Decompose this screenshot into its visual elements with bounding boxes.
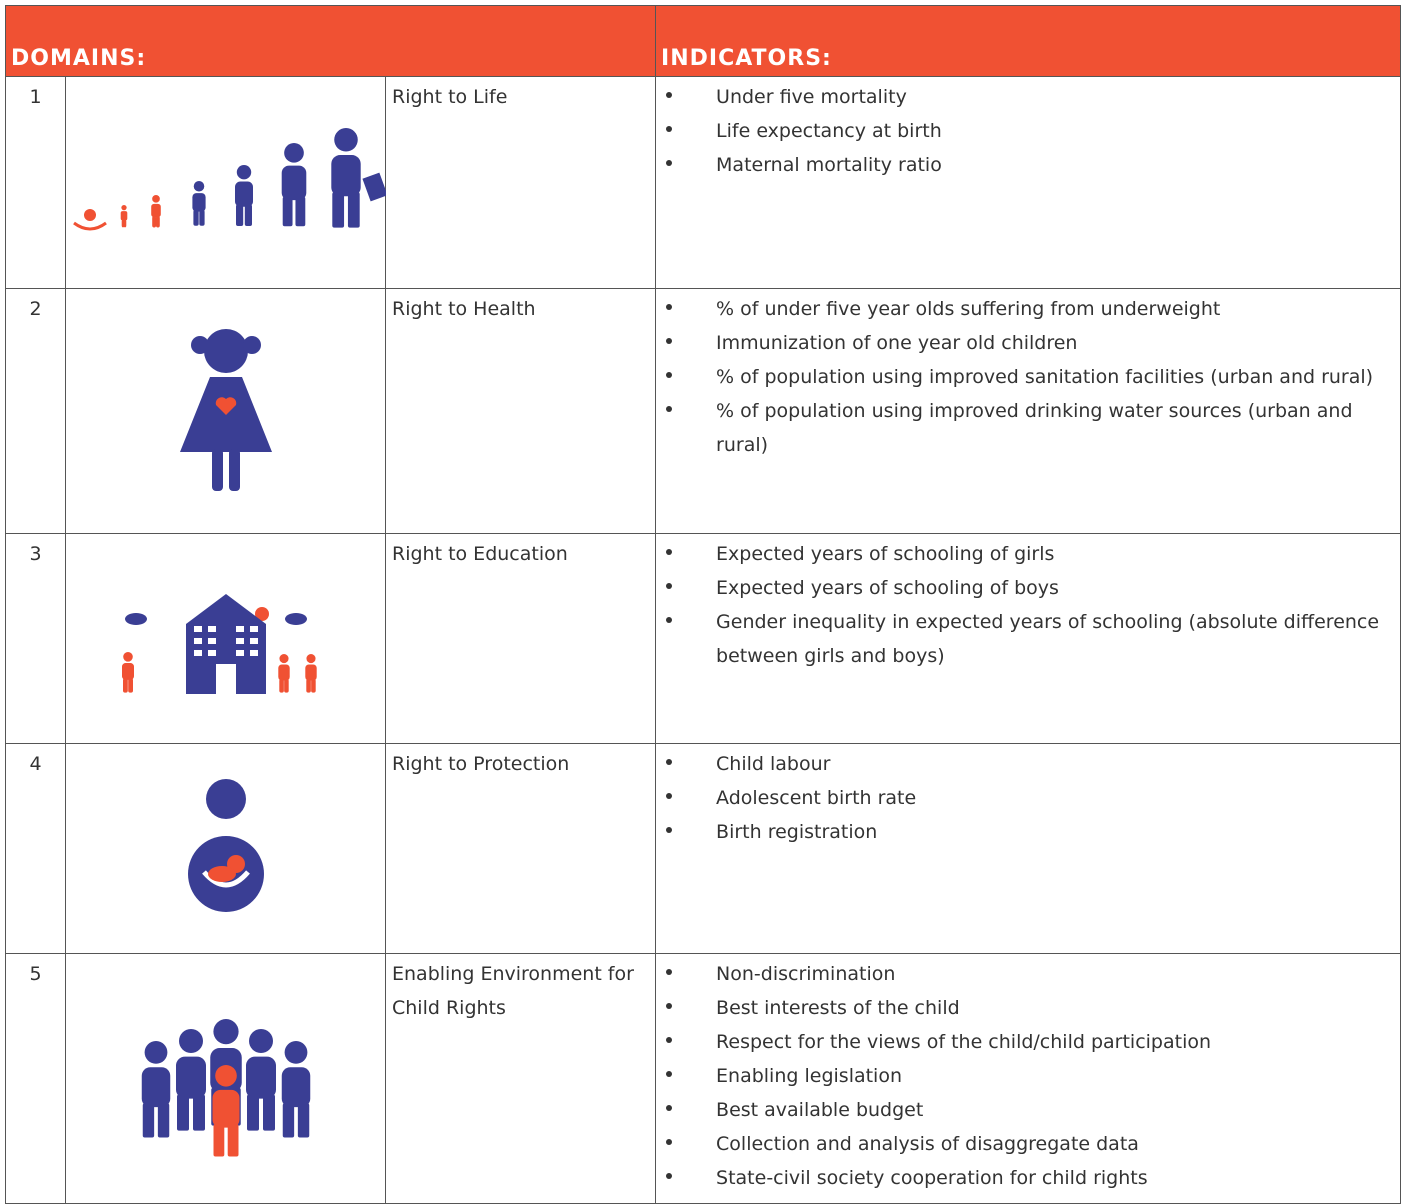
bullet — [666, 372, 673, 378]
indicator-item: Non-discrimination — [656, 957, 1388, 991]
domain-name: Right to Education — [384, 533, 657, 744]
domain-icon — [65, 953, 386, 1204]
bullet — [666, 583, 673, 589]
indicator-text: Respect for the views of the child/child… — [716, 1031, 1212, 1053]
domains-table: DOMAINS: INDICATORS: 1 Right to Life Unde… — [4, 5, 1402, 1204]
domain-icon — [65, 76, 386, 289]
indicator-text: Life expectancy at birth — [716, 120, 942, 142]
indicator-item: Under five mortality — [656, 80, 1388, 114]
indicator-item: Best available budget — [656, 1093, 1388, 1127]
indicator-text: Non-discrimination — [716, 963, 896, 985]
indicator-item: Immunization of one year old children — [656, 326, 1388, 360]
domain-row: 3 Right to Education Expected years of sc… — [5, 533, 1402, 744]
domain-name: Enabling Environment for Child Rights — [384, 953, 657, 1204]
indicator-list: Under five mortality Life expectancy at b… — [655, 76, 1402, 289]
indicator-item: Maternal mortality ratio — [656, 148, 1388, 182]
bullet — [666, 759, 673, 765]
indicator-item: Enabling legislation — [656, 1059, 1388, 1093]
bullet — [666, 617, 673, 623]
bullet — [666, 406, 673, 412]
domain-name: Right to Protection — [384, 743, 657, 954]
indicator-text: Gender inequality in expected years of s… — [716, 611, 1380, 667]
bullet — [666, 1003, 673, 1009]
indicator-item: Expected years of schooling of boys — [656, 571, 1388, 605]
indicator-text: Under five mortality — [716, 86, 907, 108]
domain-row: 5 Enabling Environment for Child Rights N… — [5, 953, 1402, 1204]
row-number: 1 — [5, 76, 66, 289]
indicator-text: Adolescent birth rate — [716, 787, 917, 809]
domain-row: 4 Right to Protection Child labour Adolesc… — [5, 743, 1402, 954]
domains-header: DOMAINS: — [4, 5, 657, 77]
indicator-text: Child labour — [716, 753, 831, 775]
indicator-text: Collection and analysis of disaggregate … — [716, 1133, 1139, 1155]
indicator-text: % of population using improved sanitatio… — [716, 366, 1374, 388]
indicator-item: Birth registration — [656, 815, 1388, 849]
indicator-item: Gender inequality in expected years of s… — [656, 605, 1388, 673]
indicator-text: Maternal mortality ratio — [716, 154, 942, 176]
domain-icon — [65, 288, 386, 534]
bullet — [666, 549, 673, 555]
indicator-text: Birth registration — [716, 821, 878, 843]
domain-name: Right to Life — [384, 76, 657, 289]
bullet — [666, 92, 673, 98]
row-number: 4 — [5, 743, 66, 954]
domain-row: 1 Right to Life Under five mortality Life … — [5, 76, 1402, 289]
indicator-item: Respect for the views of the child/child… — [656, 1025, 1388, 1059]
bullet — [666, 1173, 673, 1179]
bullet — [666, 827, 673, 833]
indicator-text: Expected years of schooling of girls — [716, 543, 1055, 565]
indicator-text: Best interests of the child — [716, 997, 960, 1019]
row-number: 2 — [5, 288, 66, 534]
indicator-item: % of under five year olds suffering from… — [656, 292, 1388, 326]
bullet — [666, 793, 673, 799]
domain-icon — [65, 743, 386, 954]
bullet — [666, 338, 673, 344]
indicator-item: Collection and analysis of disaggregate … — [656, 1127, 1388, 1161]
bullet — [666, 969, 673, 975]
indicators-header: INDICATORS: — [655, 5, 1402, 77]
indicator-text: Expected years of schooling of boys — [716, 577, 1059, 599]
bullet — [666, 1105, 673, 1111]
indicator-text: Immunization of one year old children — [716, 332, 1078, 354]
indicator-item: Adolescent birth rate — [656, 781, 1388, 815]
bullet — [666, 1037, 673, 1043]
indicator-item: Child labour — [656, 747, 1388, 781]
bullet — [666, 304, 673, 310]
header-row: DOMAINS: INDICATORS: — [4, 5, 1402, 77]
indicator-list: Expected years of schooling of girls Expe… — [655, 533, 1402, 744]
indicator-text: Best available budget — [716, 1099, 924, 1121]
indicator-item: Expected years of schooling of girls — [656, 537, 1388, 571]
indicator-list: Non-discrimination Best interests of the … — [655, 953, 1402, 1204]
indicator-item: Best interests of the child — [656, 991, 1388, 1025]
indicator-item: % of population using improved sanitatio… — [656, 360, 1388, 394]
bullet — [666, 1139, 673, 1145]
indicator-item: % of population using improved drinking … — [656, 394, 1388, 462]
indicator-list: Child labour Adolescent birth rate Birth r… — [655, 743, 1402, 954]
indicator-text: % of population using improved drinking … — [716, 400, 1353, 456]
domain-row: 2 Right to Health % of under five year ol… — [5, 288, 1402, 534]
bullet — [666, 126, 673, 132]
indicator-item: Life expectancy at birth — [656, 114, 1388, 148]
indicator-item: State-civil society cooperation for chil… — [656, 1161, 1388, 1195]
row-number: 3 — [5, 533, 66, 744]
domain-name: Right to Health — [384, 288, 657, 534]
domain-icon — [65, 533, 386, 744]
indicator-text: % of under five year olds suffering from… — [716, 298, 1221, 320]
bullet — [666, 160, 673, 166]
bullet — [666, 1071, 673, 1077]
indicator-text: State-civil society cooperation for chil… — [716, 1167, 1148, 1189]
indicator-text: Enabling legislation — [716, 1065, 903, 1087]
indicator-list: % of under five year olds suffering from… — [655, 288, 1402, 534]
row-number: 5 — [5, 953, 66, 1204]
